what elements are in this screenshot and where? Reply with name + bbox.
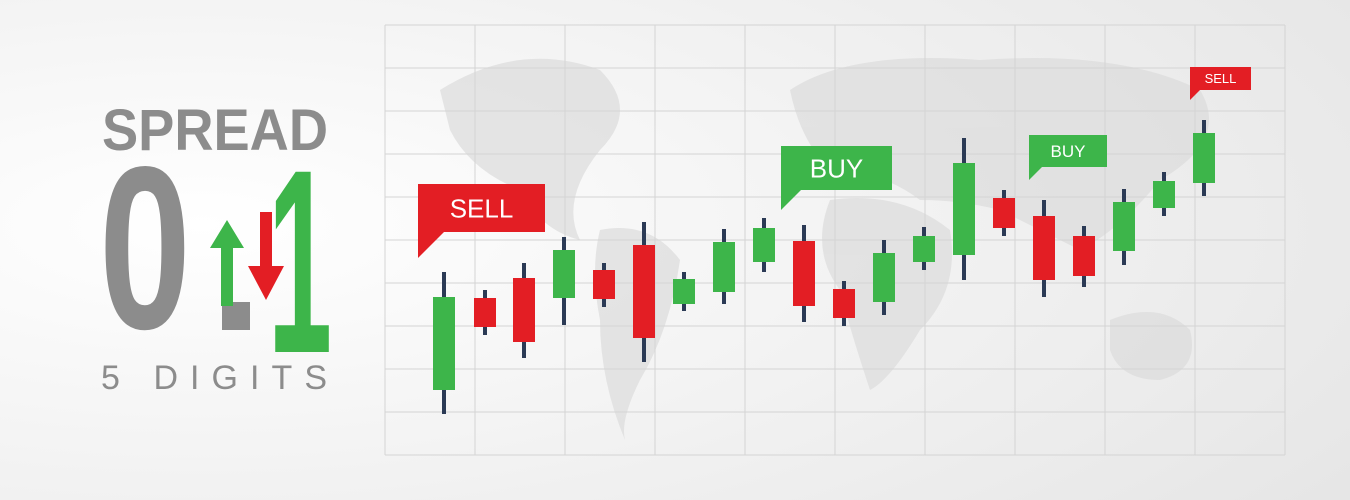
logo-zero: 0: [99, 119, 191, 378]
signal-flag: [418, 184, 545, 258]
signal-flag: [1190, 67, 1251, 100]
up-arrow: [210, 220, 244, 306]
candle-body: [1033, 216, 1055, 280]
candle-body: [913, 236, 935, 262]
candle-body: [593, 270, 615, 299]
candle-body: [633, 245, 655, 338]
candle-body: [753, 228, 775, 262]
signal-flag: [781, 146, 892, 210]
signal-label: BUY: [810, 153, 863, 183]
candle-body: [793, 241, 815, 306]
candle-body: [513, 278, 535, 342]
signal-label: SELL: [1205, 71, 1237, 86]
signal-label: BUY: [1051, 142, 1086, 161]
logo-title: SPREAD: [102, 98, 328, 163]
candle-body: [1073, 236, 1095, 276]
signal-flag: [1029, 135, 1107, 180]
candle-body: [474, 298, 496, 327]
candle-body: [993, 198, 1015, 228]
logo-subtitle: 5 DIGITS: [101, 359, 327, 397]
candle-body: [1193, 133, 1215, 183]
candle-body: [953, 163, 975, 255]
candle-body: [673, 279, 695, 304]
candle-body: [433, 297, 455, 390]
candle-body: [833, 289, 855, 318]
down-arrow: [248, 212, 284, 300]
candlesticks: [433, 120, 1215, 414]
signal-labels: SELL BUY BUY SELL: [418, 67, 1251, 258]
signal-label: SELL: [450, 193, 514, 223]
logo-dot: [222, 302, 250, 330]
logo: SPREAD 0 1 5 DIGITS: [99, 98, 332, 408]
candle-body: [1113, 202, 1135, 251]
candle-body: [713, 242, 735, 292]
candle-body: [553, 250, 575, 298]
candle-body: [873, 253, 895, 302]
logo-one: 1: [268, 115, 332, 408]
candle-body: [1153, 181, 1175, 208]
